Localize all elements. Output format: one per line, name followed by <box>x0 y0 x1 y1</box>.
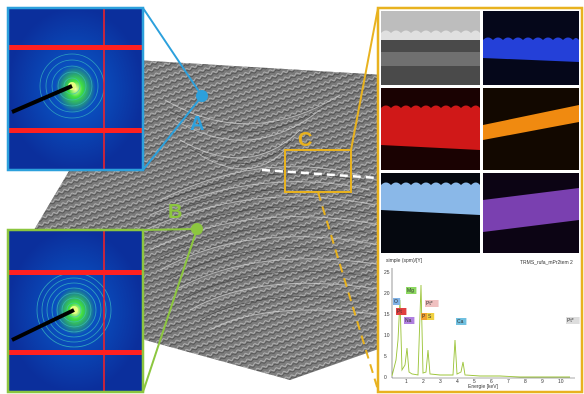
spectrum-peak-label: Pt* <box>566 317 580 324</box>
label-b: B <box>168 201 182 223</box>
spectrum-xtick: 8 <box>524 379 527 385</box>
spectrum-xtick: 4 <box>456 379 459 385</box>
spectrum-title: simple (spm)/[Y] <box>386 258 423 264</box>
spectrum-ytick: 5 <box>384 354 387 360</box>
edx-panel-c: simple (spm)/[Y] TRMS_rufa_mPr2tem 2 252… <box>376 6 584 394</box>
spectrum-xtick: 2 <box>422 379 425 385</box>
spectrum-peak-label: S <box>427 313 435 320</box>
spectrum-trace <box>391 284 570 378</box>
spectrum-ytick: 0 <box>384 375 387 381</box>
edx-spectrum: simple (spm)/[Y] TRMS_rufa_mPr2tem 2 252… <box>381 256 580 390</box>
svg-text:Pt*: Pt* <box>426 301 433 307</box>
svg-text:Ca: Ca <box>457 319 464 325</box>
spectrum-xtick: 1 <box>405 379 408 385</box>
spectrum-ytick: 15 <box>384 312 390 318</box>
svg-text:S: S <box>428 314 432 320</box>
label-a: A <box>190 113 204 135</box>
edx-map-orange <box>483 88 579 170</box>
marker-b <box>191 223 203 235</box>
spectrum-xlabel: Energie [keV] <box>468 384 499 390</box>
svg-text:Pt*: Pt* <box>567 318 574 324</box>
spectrum-xtick: 6 <box>490 379 493 385</box>
connector-c <box>317 7 379 391</box>
spectrum-legend: TRMS_rufa_mPr2tem 2 <box>520 260 573 266</box>
edx-map-red <box>381 88 480 170</box>
spectrum-peak-label: Pt* <box>425 300 439 307</box>
label-c: C <box>298 129 312 151</box>
diffraction-panel-b <box>6 228 145 394</box>
spectrum-peak-label: P <box>421 313 429 320</box>
spectrum-xtick: 3 <box>439 379 442 385</box>
svg-text:Pt: Pt <box>397 309 402 315</box>
spectrum-xtick: 9 <box>541 379 544 385</box>
svg-text:Mg: Mg <box>407 288 414 294</box>
spectrum-peak-label: Pt <box>396 308 407 315</box>
spectrum-ytick: 25 <box>384 270 390 276</box>
scan-line <box>261 168 379 180</box>
edx-map-blue <box>483 11 579 85</box>
edx-map-purple <box>483 173 579 253</box>
diffraction-panel-a <box>6 6 145 172</box>
spectrum-peak-label: Ca <box>456 318 467 325</box>
svg-text:O: O <box>394 299 398 305</box>
spectrum-xtick: 7 <box>507 379 510 385</box>
spectrum-ytick: 20 <box>384 291 390 297</box>
spectrum-peak-label: Na <box>404 317 415 324</box>
svg-text:Na: Na <box>405 318 412 324</box>
marker-a <box>196 90 208 102</box>
edx-map-lightblue <box>381 173 480 253</box>
svg-text:P: P <box>422 314 426 320</box>
spectrum-peak-label: Mg <box>406 287 417 294</box>
spectrum-xtick: 5 <box>473 379 476 385</box>
connector-b <box>142 228 198 393</box>
spectrum-xtick: 10 <box>558 379 564 385</box>
spectrum-ytick: 10 <box>384 333 390 339</box>
edx-map-se <box>381 11 480 85</box>
spectrum-peak-label: O <box>393 298 401 305</box>
connector-a <box>142 7 203 171</box>
